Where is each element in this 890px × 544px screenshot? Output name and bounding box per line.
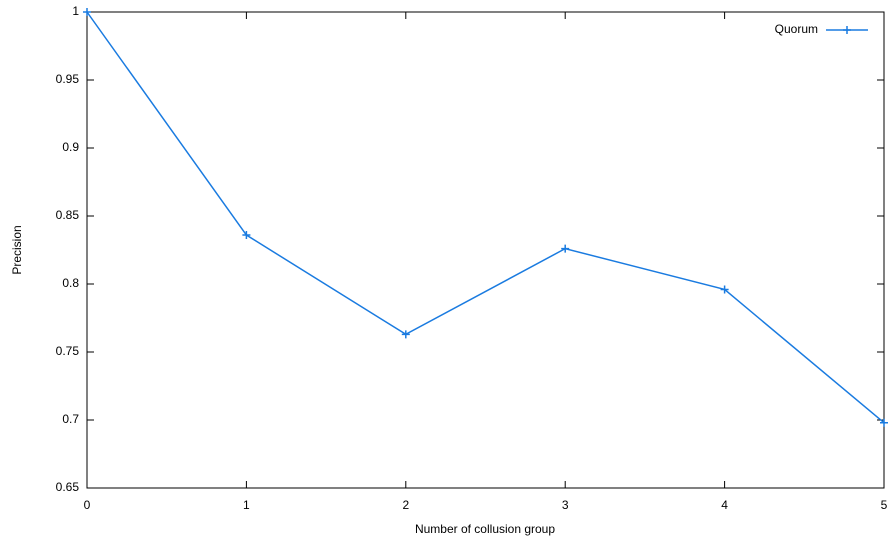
legend-label: Quorum <box>775 22 818 36</box>
line <box>86 11 885 424</box>
x-tick-label: 2 <box>402 498 409 512</box>
x-tick-label: 0 <box>84 498 91 512</box>
y-tick-label: 0.7 <box>62 412 79 426</box>
marker <box>401 330 410 339</box>
y-axis-label: Precision <box>10 225 24 274</box>
marker <box>242 231 251 240</box>
marker <box>720 285 729 294</box>
y-tick-label: 0.75 <box>56 344 80 358</box>
marker <box>83 8 91 16</box>
marker <box>880 418 888 427</box>
x-axis-label: Number of collusion group <box>415 522 555 536</box>
y-tick-label: 0.8 <box>62 276 79 290</box>
y-tick-label: 0.65 <box>56 480 80 494</box>
y-tick-label: 1 <box>72 4 79 18</box>
marker <box>561 244 570 253</box>
plot-frame <box>86 11 885 489</box>
x-tick-label: 1 <box>243 498 250 512</box>
y-tick-label: 0.9 <box>62 140 79 154</box>
legend-marker <box>843 26 851 34</box>
x-tick-label: 5 <box>881 498 888 512</box>
x-tick-label: 3 <box>562 498 569 512</box>
x-tick-label: 4 <box>721 498 728 512</box>
y-tick-label: 0.85 <box>56 208 80 222</box>
y-tick-label: 0.95 <box>56 72 80 86</box>
